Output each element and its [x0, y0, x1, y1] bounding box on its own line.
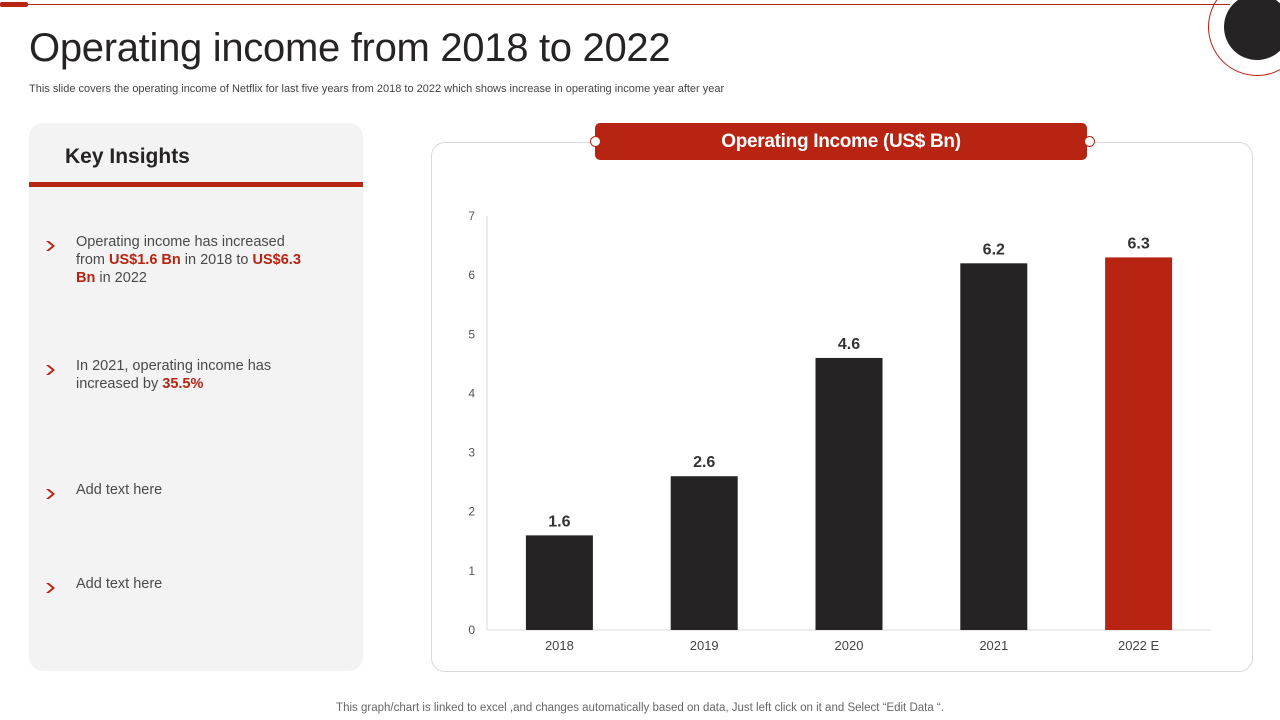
header-dot-right — [1084, 136, 1095, 147]
page-subtitle: This slide covers the operating income o… — [29, 83, 725, 95]
y-tick-label: 7 — [468, 209, 475, 223]
y-tick-label: 4 — [468, 386, 475, 400]
y-tick-label: 0 — [468, 623, 475, 637]
y-tick-label: 1 — [468, 564, 475, 578]
bar — [525, 535, 593, 630]
key-insights-heading: Key Insights — [65, 145, 190, 168]
bar — [1105, 257, 1173, 630]
top-rule — [0, 4, 1230, 5]
chevron-right-icon — [46, 489, 55, 499]
key-insights-panel: Key Insights Operating income has increa… — [29, 123, 363, 671]
y-tick-label: 5 — [468, 327, 475, 341]
corner-circle-decoration — [1224, 0, 1280, 60]
bar — [670, 476, 738, 630]
insight-text: Add text here — [76, 576, 163, 592]
data-label: 2.6 — [693, 454, 715, 471]
data-label: 6.3 — [1127, 235, 1149, 252]
x-tick-label: 2020 — [835, 638, 864, 653]
x-tick-label: 2018 — [545, 638, 574, 653]
data-label: 1.6 — [548, 513, 570, 530]
y-tick-label: 3 — [468, 446, 475, 460]
chevron-right-icon — [46, 583, 55, 593]
x-tick-label: 2019 — [690, 638, 719, 653]
chart-title: Operating Income (US$ Bn) — [595, 123, 1087, 160]
bar — [960, 263, 1028, 630]
x-tick-label: 2021 — [979, 638, 1008, 653]
insight-text: Add text here — [76, 482, 163, 498]
bar — [815, 357, 883, 630]
bar-chart[interactable]: 0 1 2 3 4 5 6 7 1.6 2018 2.6 2019 4.6 2020 6.2 2021 6.3 2… — [431, 142, 1253, 672]
y-tick-label: 2 — [468, 505, 475, 519]
top-accent-bar — [0, 2, 28, 7]
data-label: 4.6 — [838, 336, 860, 353]
page-title: Operating income from 2018 to 2022 — [29, 26, 671, 70]
insight-text: In 2021, operating income has increased … — [76, 358, 272, 392]
y-tick-label: 6 — [468, 268, 475, 282]
chevron-right-icon — [46, 241, 55, 251]
insight-text: Operating income has increased from US$1… — [76, 234, 301, 286]
data-label: 6.2 — [983, 241, 1005, 258]
x-tick-label: 2022 E — [1118, 638, 1160, 653]
key-insights-divider — [29, 182, 363, 187]
header-dot-left — [590, 136, 601, 147]
footer-note: This graph/chart is linked to excel ,and… — [336, 702, 944, 714]
chevron-right-icon — [46, 365, 55, 375]
